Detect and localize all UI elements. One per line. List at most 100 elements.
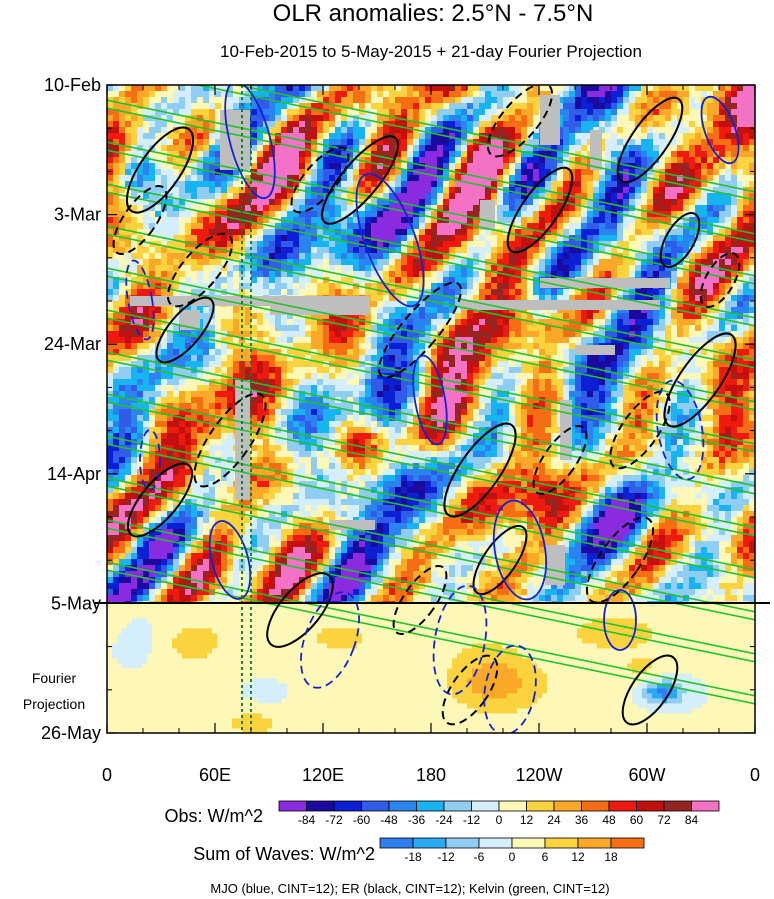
obs-cell (473, 127, 480, 134)
obs-cell (215, 289, 222, 296)
obs-cell (593, 181, 600, 188)
obs-cell (467, 331, 474, 338)
obs-cell (107, 313, 114, 320)
obs-cell (497, 295, 504, 302)
obs-cell (107, 175, 114, 182)
obs-cell (479, 109, 486, 116)
obs-cell (419, 109, 426, 116)
obs-cell (515, 247, 522, 254)
obs-cell (239, 235, 246, 242)
obs-cell (605, 229, 612, 236)
obs-cell (185, 229, 192, 236)
obs-cell (365, 211, 372, 218)
obs-cell (659, 109, 666, 116)
obs-cell (707, 253, 714, 260)
obs-cell (491, 289, 498, 296)
obs-cell (419, 115, 426, 122)
obs-cell (389, 169, 396, 176)
obs-cell (365, 121, 372, 128)
obs-cell (563, 145, 570, 152)
obs-cell (431, 271, 438, 278)
obs-cell (287, 265, 294, 272)
obs-cell (455, 235, 462, 242)
obs-cell (209, 283, 216, 290)
obs-cell (371, 163, 378, 170)
obs-cell (731, 109, 738, 116)
obs-cell (335, 205, 342, 212)
obs-cell (575, 241, 582, 248)
obs-cell (215, 139, 222, 146)
obs-cell (245, 205, 252, 212)
obs-cell (533, 223, 540, 230)
obs-cell (575, 139, 582, 146)
obs-cell (197, 271, 204, 278)
obs-cell (509, 331, 516, 338)
obs-cell (167, 103, 174, 110)
obs-cell (731, 307, 738, 314)
obs-cell (557, 103, 564, 110)
obs-cell (659, 265, 666, 272)
obs-cell (683, 169, 690, 176)
obs-cell (593, 103, 600, 110)
obs-cell (461, 313, 468, 320)
obs-cell (713, 313, 720, 320)
obs-cell (113, 301, 120, 308)
obs-cell (671, 331, 678, 338)
obs-cell (497, 157, 504, 164)
obs-cell (731, 145, 738, 152)
obs-cell (143, 325, 150, 332)
obs-cell (173, 319, 180, 326)
obs-cell (581, 289, 588, 296)
obs-cell (287, 151, 294, 158)
obs-cell (509, 85, 516, 92)
obs-cell (617, 199, 624, 206)
obs-cell (653, 109, 660, 116)
obs-cell (113, 223, 120, 230)
obs-cell (605, 331, 612, 338)
obs-cell (581, 157, 588, 164)
obs-cell (665, 247, 672, 254)
obs-cell (227, 169, 234, 176)
obs-cell (233, 193, 240, 200)
obs-cell (389, 253, 396, 260)
obs-cell (587, 265, 594, 272)
obs-cell (269, 157, 276, 164)
obs-cell (131, 181, 138, 188)
obs-cell (299, 163, 306, 170)
obs-cell (683, 229, 690, 236)
obs-cell (401, 103, 408, 110)
obs-cell (557, 223, 564, 230)
obs-cell (635, 229, 642, 236)
obs-cell (527, 205, 534, 212)
obs-cell (515, 115, 522, 122)
obs-cell (617, 133, 624, 140)
obs-cell (197, 157, 204, 164)
obs-cell (551, 331, 558, 338)
obs-cell (287, 319, 294, 326)
obs-cell (149, 331, 156, 338)
obs-cell (161, 253, 168, 260)
obs-cell (149, 265, 156, 272)
obs-cell (575, 235, 582, 242)
obs-cell (125, 157, 132, 164)
obs-cell (353, 271, 360, 278)
obs-cell (419, 253, 426, 260)
obs-cell (707, 103, 714, 110)
obs-cell (305, 217, 312, 224)
obs-cell (515, 121, 522, 128)
obs-cell (743, 295, 750, 302)
obs-cell (227, 319, 234, 326)
obs-cell (395, 355, 402, 362)
obs-cell (431, 217, 438, 224)
obs-cell (353, 355, 360, 362)
obs-cell (545, 223, 552, 230)
obs-cell (689, 307, 696, 314)
obs-cell (125, 211, 132, 218)
obs-cell (149, 103, 156, 110)
obs-cell (293, 235, 300, 242)
obs-cell (527, 259, 534, 266)
obs-cell (449, 217, 456, 224)
obs-cell (443, 277, 450, 284)
obs-cell (743, 151, 750, 158)
obs-cell (671, 247, 678, 254)
